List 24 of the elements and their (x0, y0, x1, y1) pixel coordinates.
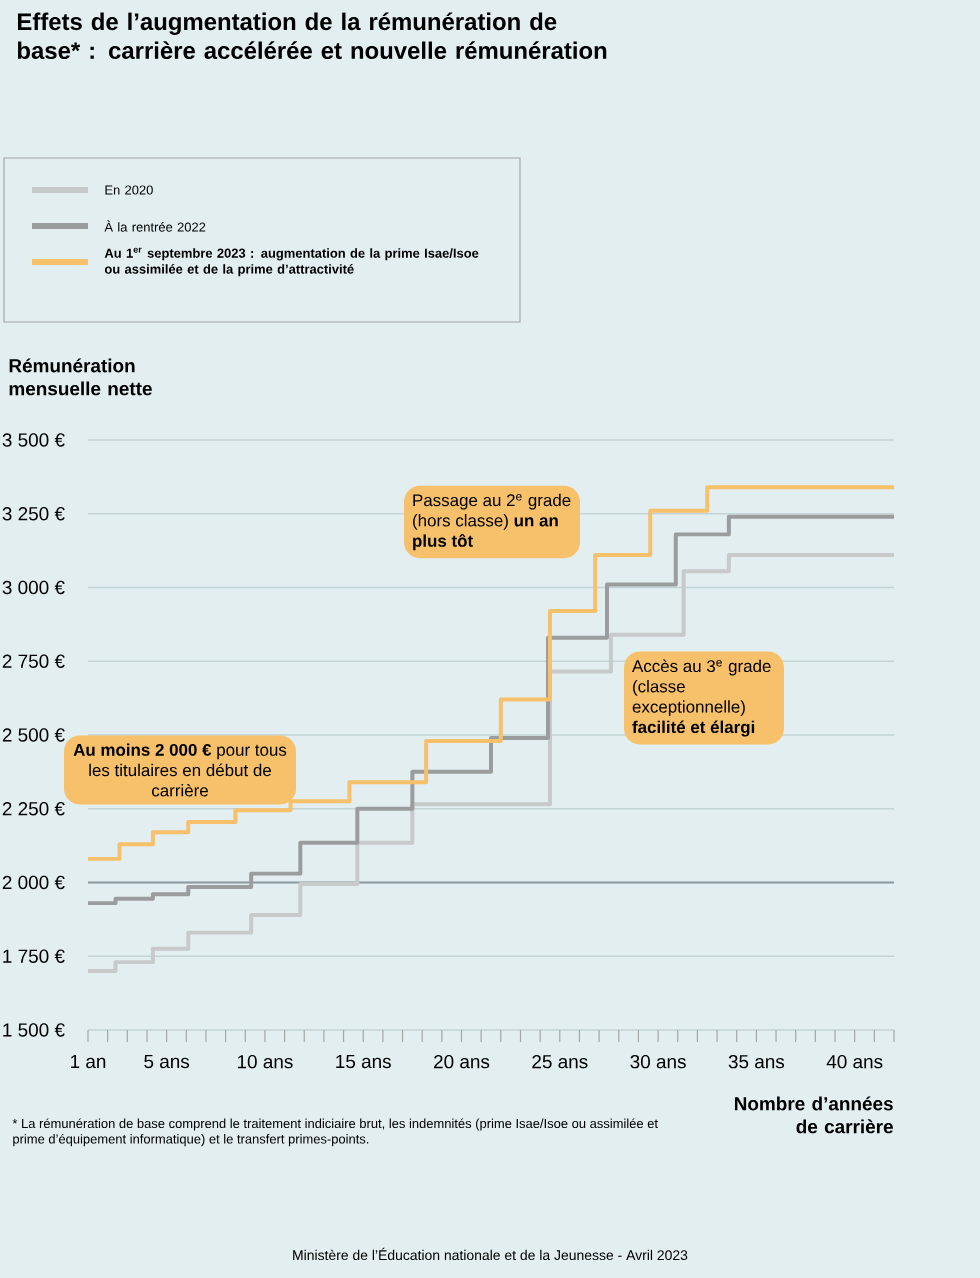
y-tick-label: 1 500 € (3, 1023, 65, 1037)
x-tick-label: 10 ans (237, 1054, 293, 1069)
y-tick-label: 2 000 € (2, 875, 65, 890)
x-tick-label: 35 ans (728, 1054, 785, 1069)
y-tick-label: 2 250 € (2, 802, 65, 816)
y-tick-label: 2 500 € (2, 728, 65, 742)
x-tick-label: 20 ans (434, 1054, 490, 1069)
y-axis-title: Rémunération mensuelle nette (9, 358, 152, 396)
y-tick-label: 1 750 € (3, 949, 65, 963)
x-tick-label: 25 ans (532, 1054, 588, 1069)
annotation: Au moins 2 000 € pour tous les titulaires en début de carrière (73, 743, 287, 797)
y-tick-label: 3 000 € (2, 580, 65, 595)
x-tick-label: 30 ans (630, 1054, 686, 1069)
x-tick-label: 40 ans (826, 1054, 883, 1069)
x-tick-label: 15 ans (336, 1054, 391, 1069)
text: Accès au 3$^{e}$ grade (classe exceptionnelle) facilité et élargi (632, 659, 771, 737)
x-tick-label: 1 an (71, 1054, 106, 1069)
text: Passage au 2$^{e}$ grade (hors classe) un an plus tôt (413, 493, 571, 551)
x-axis-title: Nombre d’années de carrière (734, 1096, 893, 1134)
y-tick-label: 3 250 € (2, 507, 65, 521)
y-tick-label: 3 500 € (2, 433, 65, 447)
x-tick-label: 5 ans (144, 1054, 190, 1069)
chart-title: Effets de l’augmentation de la rémunération de base* : carrière accélérée et nouvelle rémunération (17, 12, 607, 60)
y-tick-label: 2 750 € (2, 654, 65, 668)
